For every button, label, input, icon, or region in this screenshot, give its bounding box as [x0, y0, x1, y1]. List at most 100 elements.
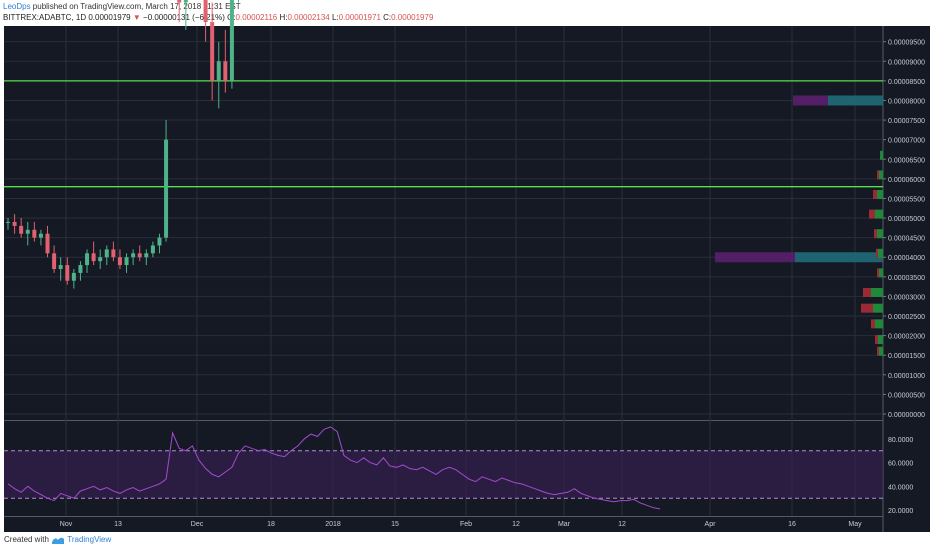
footer: Created with TradingView	[4, 535, 111, 545]
candle-body	[164, 139, 169, 238]
volume-profile-bar-green	[879, 346, 883, 356]
publish-info: published on TradingView.com, March 17, …	[30, 2, 241, 11]
volume-profile-bar-green	[879, 268, 883, 278]
price-chart[interactable]: 0.00009500 0.00009000 0.00008500 0.00008000…	[0, 0, 932, 535]
low-label: L:	[331, 13, 339, 22]
rsi-band-fill	[4, 450, 883, 499]
candle-body	[78, 265, 83, 273]
time-tick-label: 15	[391, 521, 399, 528]
tradingview-brand[interactable]: TradingView	[67, 535, 112, 545]
price-tick-label: 0.00005000	[888, 216, 925, 223]
change-value: −0.00000131 (−6.21%)	[143, 13, 225, 22]
price-tick-label: 0.00009500	[888, 40, 925, 47]
candle-body	[98, 257, 103, 262]
candle-body	[177, 0, 182, 3]
candle-body	[216, 61, 221, 81]
candle-body	[19, 225, 24, 234]
price-tick-label: 0.00002500	[888, 314, 925, 321]
candle-body	[91, 253, 96, 262]
candle-body	[183, 0, 188, 3]
volume-profile-bar-green	[875, 209, 883, 219]
volume-profile-bar-red	[861, 303, 873, 313]
rsi-tick-label: 40.0000	[888, 484, 913, 491]
volume-profile-bar-red	[869, 209, 875, 219]
time-axis-bg	[4, 516, 883, 532]
rsi-tick-label: 80.0000	[888, 437, 913, 444]
price-tick-label: 0.00004000	[888, 255, 925, 262]
time-tick-label: Feb	[460, 521, 472, 528]
volume-profile-bar-green	[871, 288, 883, 298]
candle-body	[65, 265, 70, 281]
last-price: 0.00001979	[88, 13, 131, 22]
candle-body	[45, 233, 50, 254]
candle-body	[150, 245, 155, 254]
candle-body	[12, 221, 17, 226]
publish-line: LeoDps published on TradingView.com, Mar…	[3, 2, 241, 11]
candle-body	[157, 237, 162, 246]
candle-body	[117, 257, 122, 266]
time-tick-label: 13	[114, 521, 122, 528]
time-tick-label: 12	[618, 521, 626, 528]
candle-body	[144, 253, 149, 258]
high-value: 0.00002134	[287, 13, 330, 22]
candle-body	[52, 253, 57, 269]
volume-profile-bar-teal	[828, 95, 883, 106]
created-with-text: Created with	[4, 535, 49, 545]
author-link[interactable]: LeoDps	[3, 2, 31, 11]
close-value: 0.00001979	[391, 13, 434, 22]
candle-body	[58, 265, 63, 269]
time-tick-label: May	[848, 521, 862, 528]
price-tick-label: 0.00000500	[888, 392, 925, 399]
volume-profile-bar-green	[878, 248, 883, 258]
time-tick-label: Mar	[558, 521, 571, 528]
rsi-tick-label: 20.0000	[888, 508, 913, 515]
candle-body	[210, 22, 215, 81]
volume-profile-bar-red	[877, 170, 879, 180]
close-label: C:	[383, 13, 392, 22]
time-tick-label: 2018	[325, 521, 341, 528]
volume-profile-bar-red	[871, 319, 875, 329]
volume-profile-bar-purple	[715, 252, 795, 263]
time-tick-label: 18	[267, 521, 275, 528]
tradingview-logo-icon	[52, 537, 65, 544]
candle-body	[223, 61, 228, 81]
price-tick-label: 0.00002000	[888, 334, 925, 341]
open-value: 0.00002116	[235, 13, 278, 22]
symbol-label: BITTREX:ADABTC, 1D	[3, 13, 87, 22]
time-tick-label: Apr	[705, 521, 717, 528]
candle-body	[38, 233, 43, 238]
volume-profile-bar-red	[877, 268, 879, 278]
volume-profile-bar-green	[878, 335, 883, 345]
price-tick-label: 0.00008000	[888, 98, 925, 105]
volume-profile-bar-teal	[795, 252, 883, 263]
rsi-tick-label: 60.0000	[888, 461, 913, 468]
volume-profile-bar-red	[874, 229, 877, 239]
volume-profile-bar-red	[873, 190, 877, 200]
price-tick-label: 0.00006000	[888, 177, 925, 184]
candle-body	[203, 0, 208, 23]
price-tick-label: 0.00009000	[888, 59, 925, 66]
volume-profile-bar-green	[879, 170, 883, 180]
price-tick-label: 0.00005500	[888, 196, 925, 203]
candle-body	[137, 253, 142, 258]
volume-profile-bar-red	[877, 346, 879, 356]
price-axis-bg	[883, 26, 930, 532]
candle-body	[25, 229, 30, 234]
price-tick-label: 0.00007000	[888, 138, 925, 145]
price-pane-bg	[4, 26, 883, 420]
down-arrow-icon: ▼	[132, 13, 141, 22]
candle-body	[131, 253, 136, 258]
time-tick-label: 12	[512, 521, 520, 528]
price-tick-label: 0.00007500	[888, 118, 925, 125]
candle-body	[71, 272, 76, 281]
volume-profile-bar-green	[877, 229, 883, 239]
price-tick-label: 0.00003500	[888, 275, 925, 282]
candle-body	[6, 221, 10, 223]
volume-profile-bar-green	[875, 319, 883, 329]
price-tick-label: 0.00004500	[888, 236, 925, 243]
price-tick-label: 0.00001500	[888, 353, 925, 360]
candle-body	[124, 257, 129, 266]
volume-profile-bar-red	[863, 288, 871, 298]
high-label: H:	[279, 13, 288, 22]
candle-body	[104, 249, 109, 258]
